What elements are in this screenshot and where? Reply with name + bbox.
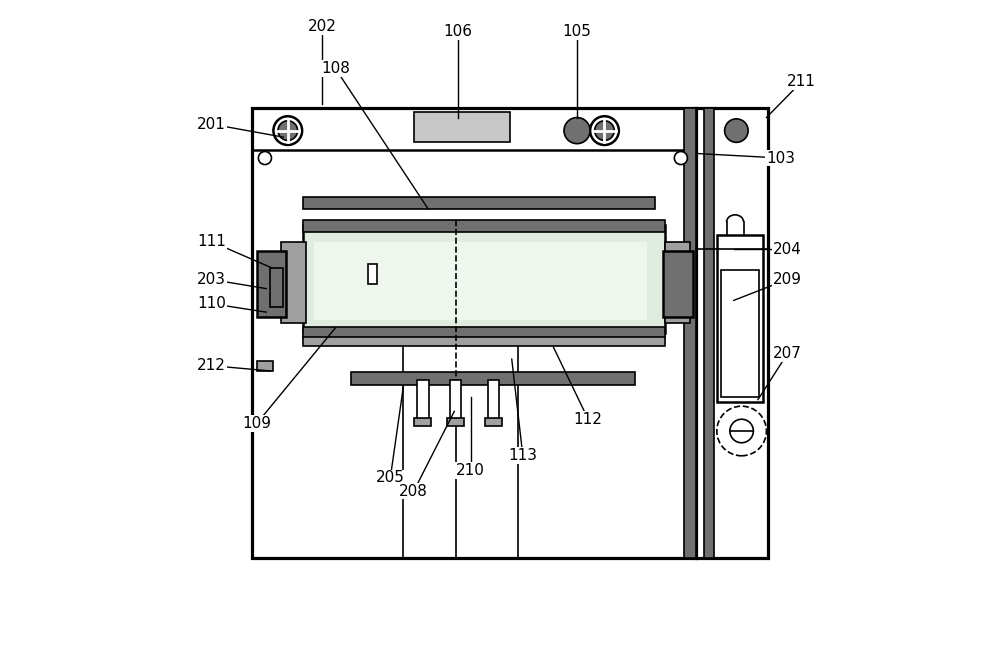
Bar (257, 251, 286, 317)
Text: 110: 110 (197, 296, 226, 311)
Circle shape (725, 119, 748, 142)
Bar (447, 418, 464, 426)
Bar (663, 251, 693, 317)
Bar (665, 242, 690, 323)
Text: 212: 212 (197, 358, 226, 373)
Bar (450, 380, 461, 419)
Bar (281, 242, 306, 323)
Bar (314, 242, 647, 320)
Text: 208: 208 (399, 484, 428, 498)
Text: 113: 113 (508, 449, 537, 463)
Text: 103: 103 (766, 151, 795, 165)
Text: 109: 109 (243, 416, 272, 430)
Bar (696, 108, 768, 558)
Bar (257, 361, 273, 371)
Bar (485, 418, 502, 426)
Bar (414, 112, 510, 142)
Circle shape (717, 406, 766, 456)
Bar (270, 268, 283, 307)
Text: 105: 105 (563, 24, 591, 39)
Text: 209: 209 (773, 272, 802, 287)
Circle shape (590, 116, 619, 145)
Text: 204: 204 (773, 242, 802, 257)
Text: 203: 203 (197, 272, 226, 287)
Circle shape (258, 151, 271, 165)
Text: 205: 205 (376, 471, 405, 485)
Bar (721, 270, 759, 397)
Text: 106: 106 (443, 24, 472, 39)
Text: 112: 112 (574, 412, 603, 426)
Bar (303, 225, 665, 333)
Bar (704, 108, 714, 558)
Circle shape (273, 116, 302, 145)
Bar (417, 380, 429, 419)
Text: 211: 211 (787, 74, 816, 89)
Text: 210: 210 (456, 463, 485, 477)
Text: 108: 108 (321, 61, 350, 76)
Bar (717, 235, 763, 402)
Bar (303, 220, 665, 232)
Circle shape (564, 118, 590, 144)
Bar (303, 326, 665, 338)
Text: 207: 207 (773, 347, 802, 361)
Text: 111: 111 (197, 234, 226, 249)
Bar (414, 418, 431, 426)
Bar (303, 337, 665, 346)
Circle shape (730, 419, 753, 443)
Bar (351, 372, 635, 385)
Text: 201: 201 (197, 117, 226, 131)
Bar (488, 380, 499, 419)
Circle shape (595, 121, 614, 140)
Bar (252, 108, 696, 558)
Bar (684, 108, 696, 558)
Circle shape (674, 151, 687, 165)
Bar (303, 197, 655, 209)
Circle shape (278, 121, 298, 140)
Text: 202: 202 (308, 19, 337, 33)
Bar (368, 264, 377, 284)
